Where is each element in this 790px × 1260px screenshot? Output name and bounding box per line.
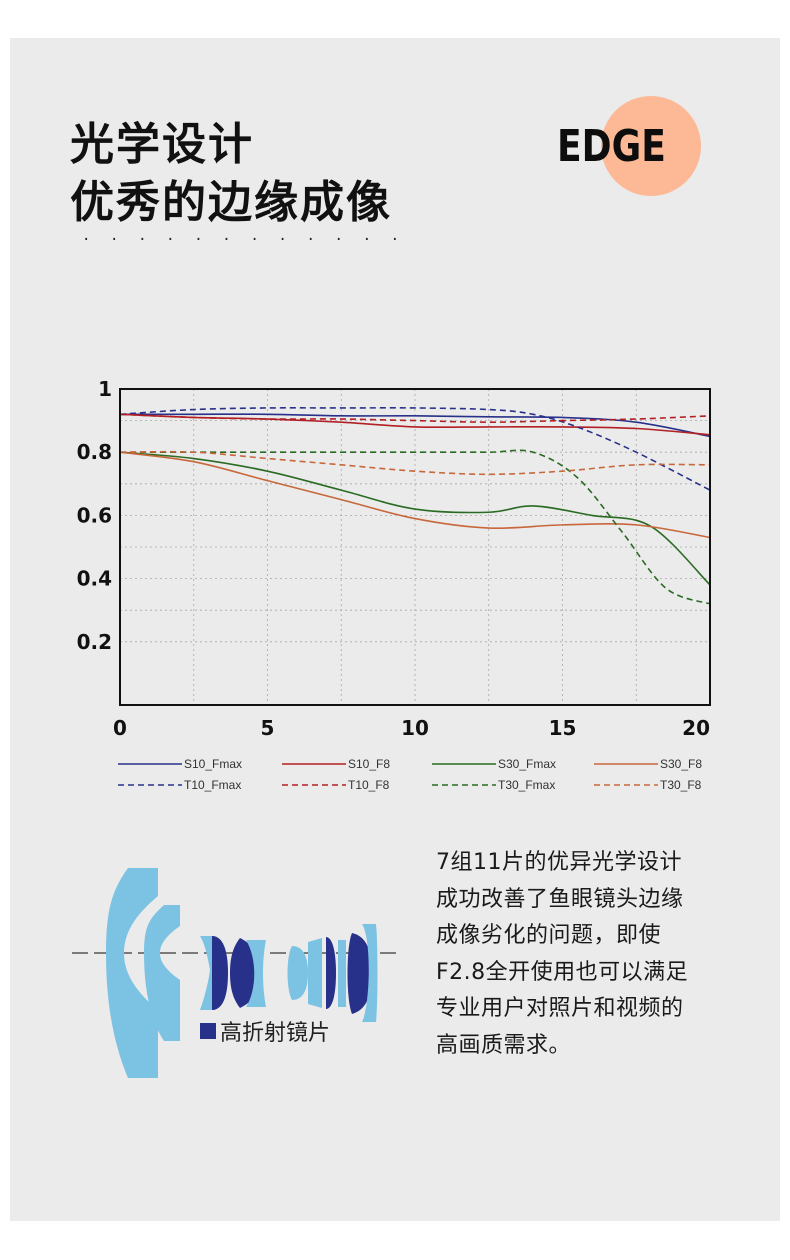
y-tick-label: 0.8: [77, 440, 112, 464]
series-line-s30-fmax: [119, 451, 711, 586]
series-line-t10-f8: [119, 413, 711, 423]
chart-grid: [120, 388, 710, 705]
lens-element-12: [362, 924, 378, 1022]
x-tick-label: 5: [261, 716, 275, 740]
mtf-chart: 0 5 10 15 20 0.2 0.4 0.6 0.8 1 S10_Fmax S10_F8 S30_…: [77, 377, 711, 792]
lens-element-3: [200, 936, 215, 1010]
lens-element-7: [287, 946, 308, 1000]
edge-badge-circle: [601, 96, 701, 196]
chart-ticks: 0 5 10 15 20 0.2 0.4 0.6 0.8 1: [77, 377, 710, 740]
dotted-divider: · · · · · · · · · · · · · · · · · · · · …: [82, 232, 412, 246]
edge-badge-text: EDGE: [557, 121, 666, 172]
lens-diagram: [72, 868, 402, 1078]
series-line-t30-f8: [119, 450, 711, 476]
series-line-t30-fmax: [120, 449, 711, 605]
x-tick-label: 10: [401, 716, 429, 740]
chart-series: [119, 407, 711, 605]
y-tick-label: 0.2: [77, 630, 112, 654]
y-tick-label: 0.6: [77, 503, 112, 527]
chart-frame: [119, 388, 711, 706]
lens-element-4-high-index: [212, 936, 228, 1010]
page-title-line-1: 光学设计: [70, 119, 254, 170]
y-tick-label: 0.4: [77, 567, 112, 591]
description-line: 高画质需求。: [436, 1032, 572, 1058]
description-line: 7组11片的优异光学设计: [436, 850, 682, 875]
lens-element-9-high-index: [326, 937, 336, 1009]
lens-element-8: [308, 938, 322, 1008]
high-index-swatch: [200, 1023, 216, 1039]
high-index-legend: 高折射镜片: [200, 1015, 330, 1047]
legend-label: S30_F8: [660, 757, 702, 771]
y-tick-label: 1: [98, 377, 112, 401]
x-tick-label: 15: [549, 716, 577, 740]
lens-element-11-high-index: [347, 933, 372, 1014]
lens-element-10: [338, 940, 346, 1007]
legend-label: S10_Fmax: [184, 757, 242, 771]
legend-label: S30_Fmax: [498, 757, 556, 771]
legend-label: T30_F8: [660, 778, 702, 792]
legend-label: T10_Fmax: [184, 778, 241, 792]
description: 7组11片的优异光学设计 成功改善了鱼眼镜头边缘 成像劣化的问题，即使 F2.8…: [436, 845, 726, 1064]
high-index-label: 高折射镜片: [220, 1021, 331, 1046]
legend-label: S10_F8: [348, 757, 390, 771]
description-line: 成功改善了鱼眼镜头边缘: [436, 886, 684, 912]
page-title-line-2: 优秀的边缘成像: [70, 177, 392, 228]
x-tick-label: 0: [113, 716, 127, 740]
series-line-s30-f8: [119, 451, 711, 539]
description-line: F2.8全开使用也可以满足: [436, 959, 689, 985]
x-tick-label: 20: [682, 716, 710, 740]
legend-label: T30_Fmax: [498, 778, 555, 792]
legend-label: T10_F8: [348, 778, 390, 792]
description-line: 成像劣化的问题，即使: [436, 923, 662, 948]
lens-element-2: [144, 905, 180, 1041]
lens-element-6: [246, 940, 266, 1007]
chart-legend: S10_Fmax S10_F8 S30_Fmax S30_F8 T10_Fmax T10_…: [118, 757, 702, 792]
description-line: 专业用户对照片和视频的: [436, 996, 684, 1021]
lens-element-1: [106, 868, 158, 1078]
